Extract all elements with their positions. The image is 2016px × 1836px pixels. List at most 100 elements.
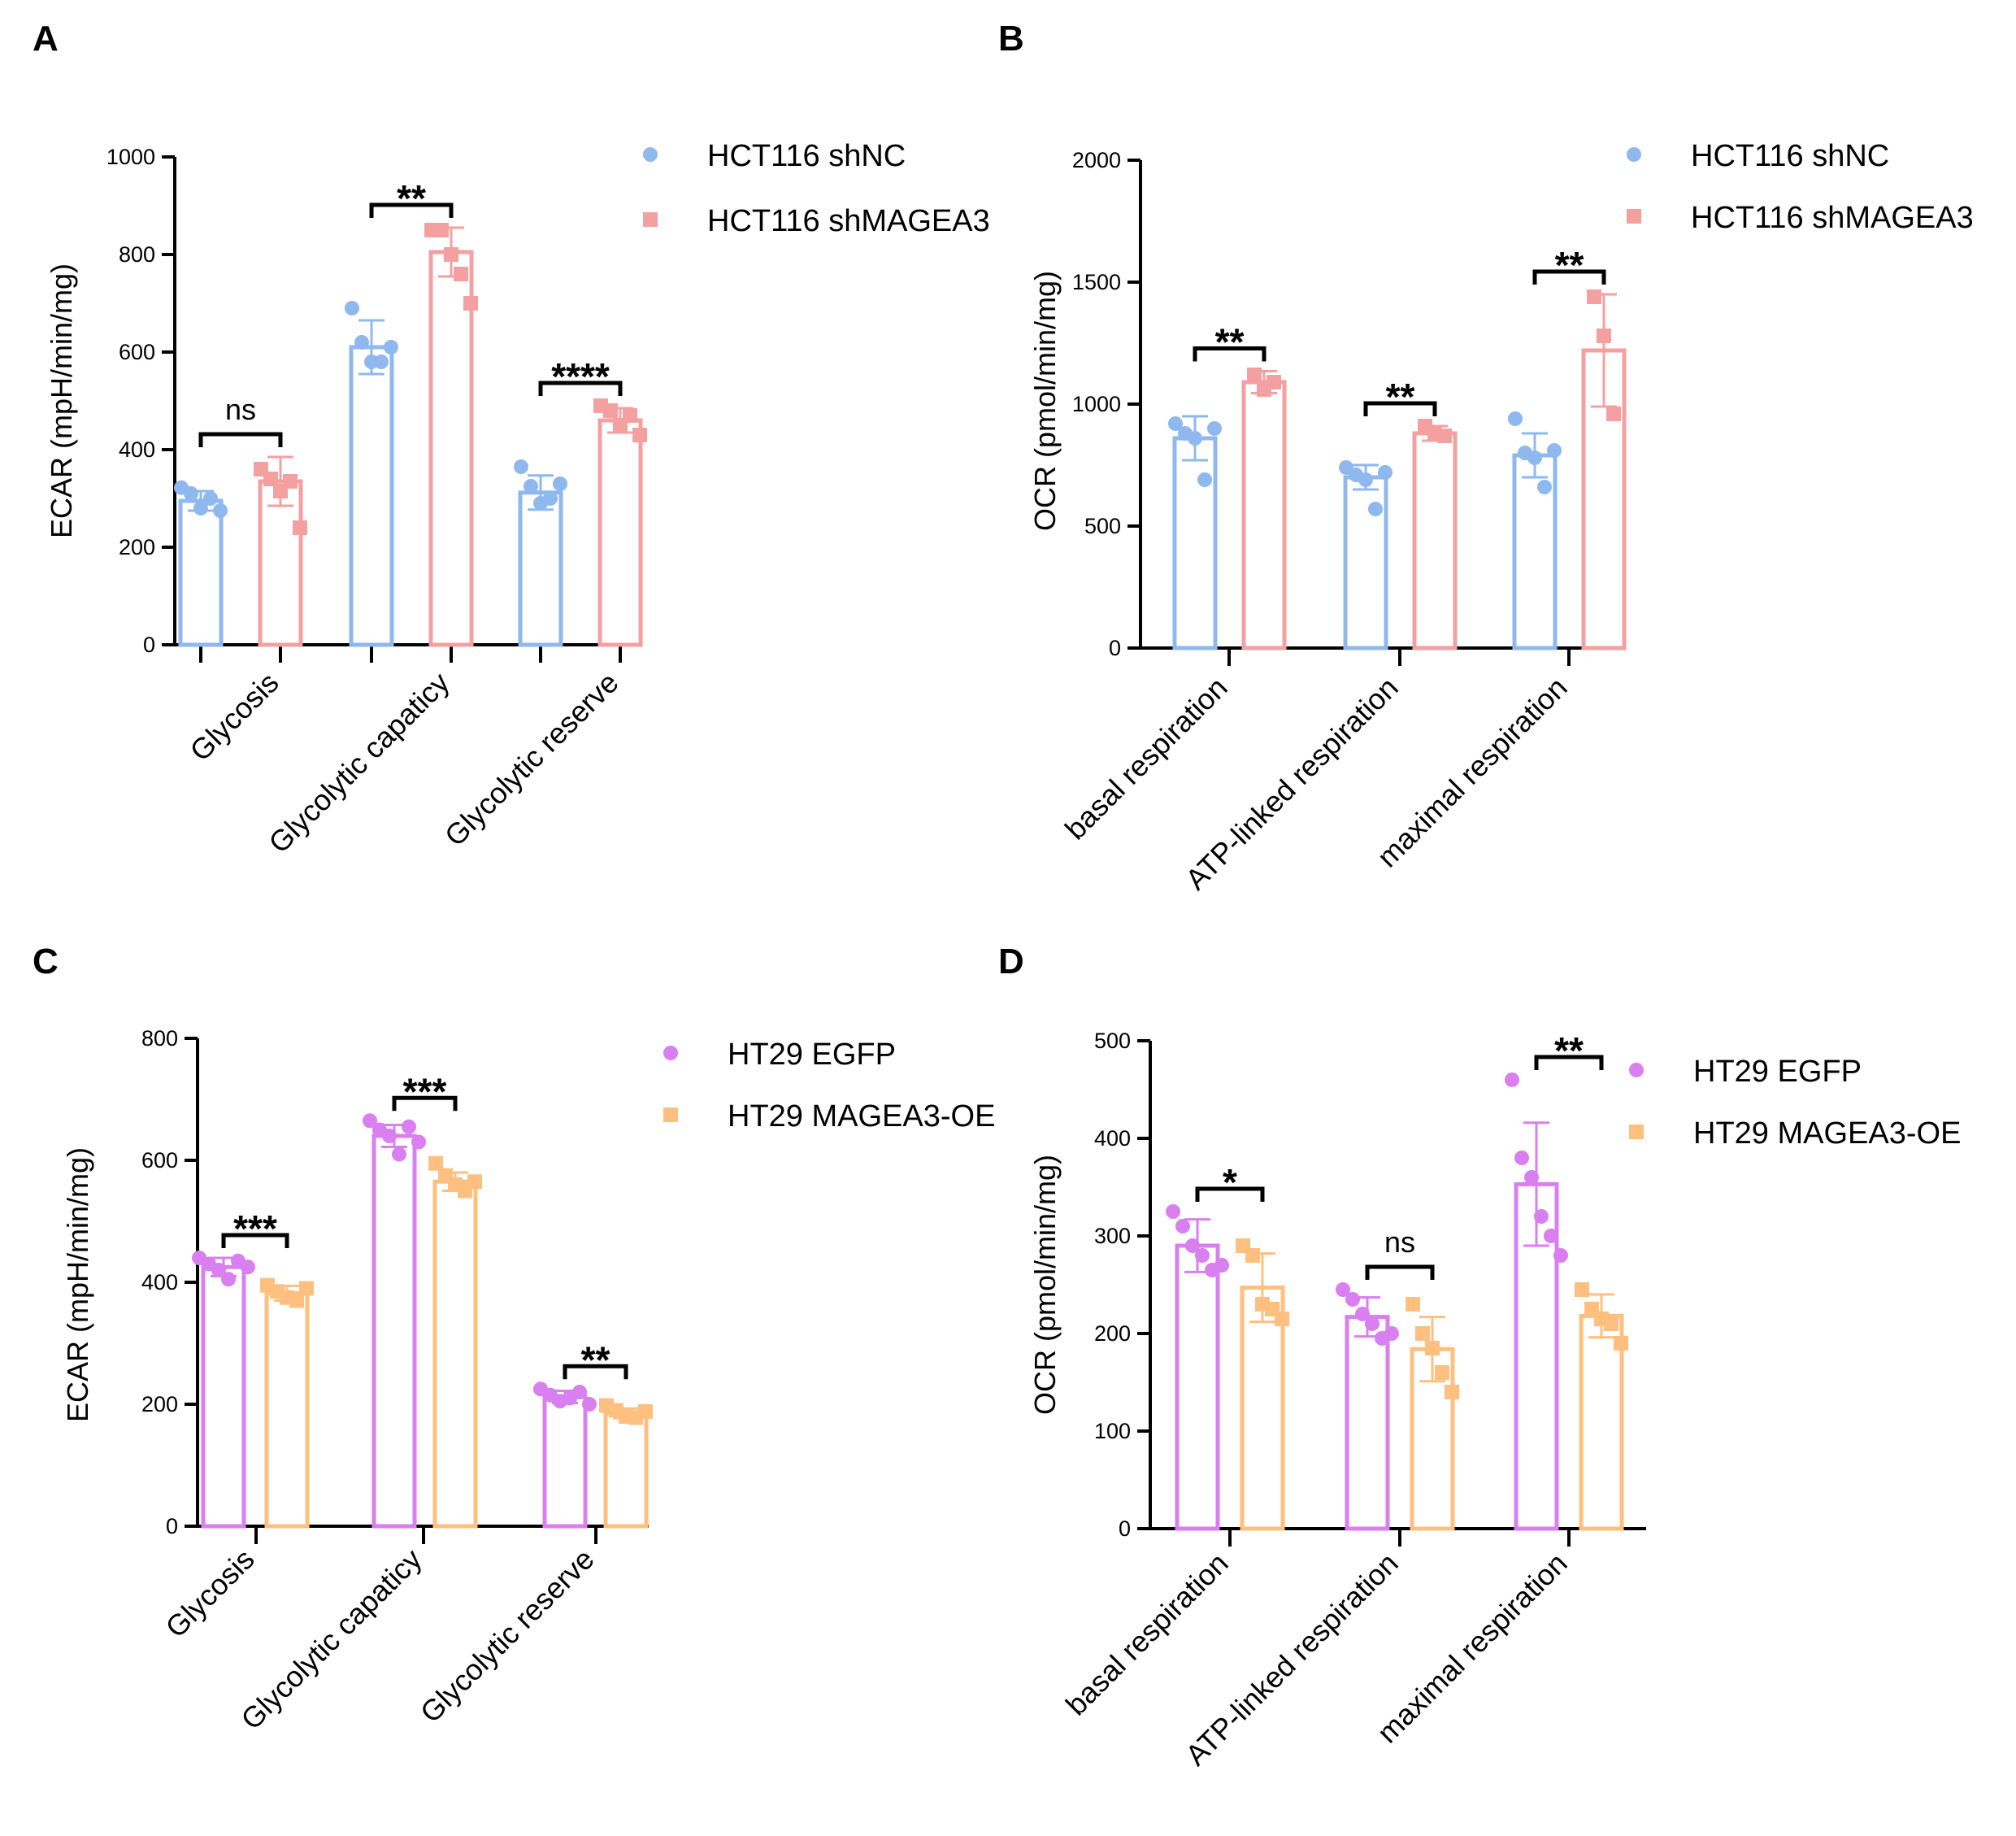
data-point xyxy=(283,474,298,489)
significance-bracket xyxy=(538,381,623,396)
data-point xyxy=(1214,1258,1229,1273)
legend-marker xyxy=(663,1107,678,1122)
significance-label: ** xyxy=(1554,1029,1584,1072)
data-point xyxy=(1514,1151,1529,1165)
chart-panel-a: A 0 200 400 600 800 1000 ECAR (mpH/min/mg) Glyco… xyxy=(33,19,990,859)
data-point xyxy=(1437,429,1452,443)
data-point xyxy=(638,1404,653,1419)
data-point xyxy=(354,335,369,350)
data-point xyxy=(603,403,618,418)
y-tick-label: 0 xyxy=(1119,1516,1131,1541)
significance-bracket xyxy=(369,202,454,218)
significance-bracket xyxy=(1532,269,1606,285)
bar xyxy=(371,1133,417,1529)
data-point xyxy=(632,428,647,442)
legend-label: HT29 MAGEA3-OE xyxy=(1693,1116,1961,1151)
data-point xyxy=(1534,1209,1549,1224)
y-tick-label: 200 xyxy=(141,1392,178,1416)
data-point xyxy=(572,1385,587,1399)
y-tick-label: 800 xyxy=(119,242,155,267)
legend-marker xyxy=(1627,147,1641,162)
category-label: basal respiration xyxy=(1058,671,1234,846)
y-tick-label: 200 xyxy=(1094,1321,1131,1346)
y-axis-title: OCR (pmol/min/mg) xyxy=(1028,1155,1062,1415)
category-label: maximal respiration xyxy=(1371,671,1574,874)
y-tick-label: 1000 xyxy=(106,145,155,169)
legend-marker xyxy=(1629,1063,1644,1077)
significance-bracket xyxy=(198,432,283,447)
legend-marker xyxy=(1627,209,1641,224)
legend-label: HCT116 shNC xyxy=(1691,139,1889,173)
data-point xyxy=(454,267,468,281)
data-point xyxy=(1345,1292,1360,1307)
panel-letter: B xyxy=(998,19,1024,59)
bar xyxy=(518,490,563,647)
data-point xyxy=(1384,1326,1399,1341)
significance-bracket xyxy=(1363,401,1437,416)
data-point xyxy=(524,479,538,494)
significance-label: ** xyxy=(1386,376,1415,418)
data-point xyxy=(384,340,398,355)
data-point xyxy=(1606,407,1621,421)
data-point xyxy=(1166,1204,1180,1219)
significance-bracket xyxy=(392,1095,458,1112)
bar xyxy=(432,1179,478,1529)
panel-letter: C xyxy=(33,942,59,981)
data-point xyxy=(1168,416,1183,431)
data-point xyxy=(444,247,458,262)
data-point xyxy=(402,1119,416,1134)
significance-label: ** xyxy=(581,1338,610,1381)
legend-marker xyxy=(643,212,658,227)
data-point xyxy=(1508,411,1523,426)
data-point xyxy=(1435,1365,1449,1380)
bar xyxy=(201,1264,246,1529)
category-label: basal respiration xyxy=(1059,1547,1235,1722)
data-point xyxy=(1524,1170,1539,1185)
data-point xyxy=(1245,1248,1260,1263)
data-point xyxy=(1247,368,1262,382)
data-point xyxy=(289,1293,304,1308)
data-point xyxy=(203,491,218,506)
data-point xyxy=(1197,472,1212,487)
data-point xyxy=(1614,1336,1628,1351)
data-point xyxy=(1425,1341,1440,1355)
legend-label: HT29 MAGEA3-OE xyxy=(728,1099,995,1133)
bar xyxy=(597,418,643,647)
data-point xyxy=(1553,1248,1568,1263)
y-tick-label: 400 xyxy=(119,437,155,462)
data-point xyxy=(434,223,449,237)
chart-panel-d: D 0 100 200 300 400 500 OCR (pmol/min/mg) basal … xyxy=(998,942,1961,1772)
significance-label: ** xyxy=(1555,244,1584,286)
legend-label: HCT116 shNC xyxy=(707,139,906,173)
significance-bracket xyxy=(221,1233,289,1248)
data-point xyxy=(1544,1229,1558,1243)
y-tick-label: 500 xyxy=(1084,514,1121,538)
legend-marker xyxy=(663,1046,678,1060)
panel-letter: D xyxy=(998,942,1024,981)
data-point xyxy=(1207,421,1222,436)
data-point xyxy=(1175,1219,1190,1233)
chart-panel-b: B 0 500 1000 1500 2000 OCR (pmol/min/mg) basal … xyxy=(998,19,1974,896)
data-point xyxy=(1365,1316,1379,1331)
significance-bracket xyxy=(563,1364,628,1380)
significance-label: ns xyxy=(225,393,256,426)
bar xyxy=(1172,436,1218,650)
data-point xyxy=(1587,289,1601,304)
bar xyxy=(542,1394,588,1529)
legend-marker xyxy=(1629,1125,1644,1139)
data-point xyxy=(1275,1312,1289,1326)
data-point xyxy=(623,408,637,423)
legend-label: HT29 EGFP xyxy=(1693,1055,1862,1089)
data-point xyxy=(363,1113,377,1129)
y-axis-title: OCR (pmol/min/mg) xyxy=(1028,271,1062,531)
data-point xyxy=(1575,1282,1589,1297)
data-point xyxy=(1267,375,1281,389)
legend-label: HT29 EGFP xyxy=(728,1038,896,1072)
y-tick-label: 400 xyxy=(1094,1126,1131,1151)
legend-label: HCT116 shMAGEA3 xyxy=(1691,201,1974,235)
data-point xyxy=(582,1397,597,1412)
y-tick-label: 1000 xyxy=(1072,392,1121,416)
bar xyxy=(1345,1315,1390,1531)
significance-label: ** xyxy=(1215,321,1245,363)
